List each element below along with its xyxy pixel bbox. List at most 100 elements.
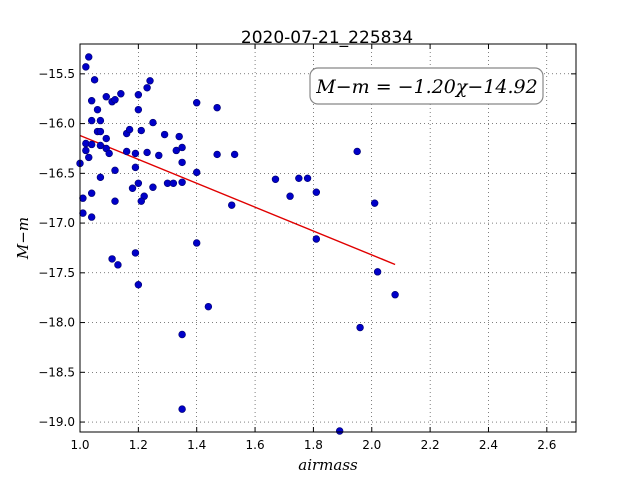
data-point — [87, 140, 96, 149]
data-point — [143, 84, 151, 92]
data-point — [312, 188, 321, 196]
y-tick-label: −15.5 — [38, 67, 75, 81]
x-tick-label: 1.6 — [246, 438, 265, 452]
data-point — [228, 201, 236, 209]
data-point — [178, 158, 186, 167]
data-point — [96, 173, 105, 182]
y-tick-label: −18.0 — [38, 316, 75, 330]
x-tick-label: 1.4 — [187, 438, 206, 452]
data-point — [85, 53, 93, 61]
data-point — [102, 134, 110, 143]
data-point — [295, 174, 303, 183]
data-point — [356, 323, 364, 332]
data-point — [85, 153, 93, 162]
equation-box — [309, 67, 544, 105]
x-tick-label: 2.2 — [421, 438, 440, 452]
data-point — [102, 93, 110, 101]
data-point — [178, 178, 186, 186]
data-point — [111, 166, 119, 175]
data-point — [353, 147, 361, 156]
data-point — [87, 97, 96, 105]
x-tick-label: 1.8 — [304, 438, 323, 452]
data-point — [122, 147, 131, 156]
data-point — [303, 174, 312, 183]
data-point — [155, 151, 163, 160]
equation-annotation: M−m = −1.20χ−14.92 — [309, 67, 544, 105]
y-tick-label: −19.0 — [38, 415, 75, 429]
data-point — [134, 91, 143, 99]
data-point — [143, 148, 151, 157]
data-point — [134, 281, 143, 289]
data-point — [312, 235, 321, 243]
data-point — [79, 209, 87, 217]
data-point — [178, 143, 186, 152]
data-point — [117, 90, 125, 98]
x-tick-label: 2.6 — [537, 438, 556, 452]
data-point — [134, 105, 143, 114]
data-point — [175, 132, 183, 141]
data-point — [134, 179, 143, 187]
data-point — [131, 249, 140, 257]
data-point — [391, 291, 399, 299]
data-point — [128, 184, 137, 192]
plot-area-frame — [79, 43, 577, 433]
x-tick-label: 1.0 — [70, 438, 89, 452]
data-point — [149, 118, 157, 127]
data-point — [193, 98, 201, 107]
data-point — [131, 163, 140, 172]
data-point — [131, 149, 140, 158]
data-point — [137, 126, 145, 135]
data-point — [90, 76, 99, 84]
equation-text: M−m = −1.20χ−14.92 — [315, 76, 537, 98]
data-point — [373, 268, 382, 276]
data-point — [271, 175, 280, 184]
data-point — [87, 189, 96, 197]
data-point — [213, 150, 221, 159]
data-point — [193, 239, 201, 247]
data-point — [111, 96, 119, 104]
data-point — [111, 197, 119, 205]
data-point — [172, 146, 180, 155]
data-point — [213, 103, 221, 112]
chart-title: 2020-07-21_225834 — [241, 28, 413, 48]
x-axis-label: airmass — [298, 456, 358, 474]
data-point — [160, 130, 169, 139]
data-point — [286, 192, 294, 200]
data-point — [149, 183, 157, 191]
x-axis-ticks: 1.0 1.2 1.4 1.6 1.8 2.0 2.2 2.4 2.6 — [70, 44, 556, 452]
data-point — [178, 330, 186, 339]
data-point — [370, 199, 379, 207]
data-point — [96, 116, 105, 125]
data-point — [82, 146, 90, 155]
data-point — [82, 63, 90, 71]
regression-line-group — [79, 134, 396, 266]
data-point — [108, 255, 116, 263]
y-axis-label: M−m — [14, 217, 32, 260]
data-point — [79, 194, 87, 202]
y-tick-label: −18.5 — [38, 365, 75, 379]
data-point — [204, 302, 213, 311]
data-point — [96, 127, 105, 136]
y-tick-label: −16.5 — [38, 166, 75, 180]
data-point — [87, 213, 96, 221]
data-point — [178, 405, 186, 413]
data-points — [76, 53, 399, 435]
data-point — [96, 141, 105, 150]
data-point — [125, 125, 134, 134]
y-tick-label: −16.0 — [38, 117, 75, 131]
data-point — [335, 427, 344, 435]
x-tick-label: 1.2 — [129, 438, 148, 452]
y-tick-label: −17.5 — [38, 266, 75, 280]
data-point — [169, 179, 178, 187]
y-tick-label: −17.0 — [38, 216, 75, 230]
data-point — [93, 105, 102, 114]
regression-line — [79, 134, 396, 266]
data-point — [146, 77, 154, 85]
data-point — [230, 150, 239, 159]
data-point — [193, 168, 201, 177]
x-tick-label: 2.0 — [362, 438, 381, 452]
data-point — [137, 197, 145, 205]
data-point — [114, 261, 122, 269]
x-tick-label: 2.4 — [479, 438, 498, 452]
